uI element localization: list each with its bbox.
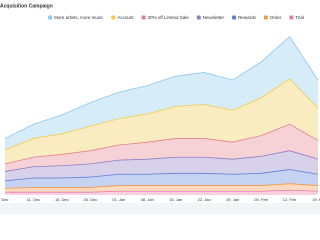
legend-swatch [232, 15, 237, 20]
legend-label: Trial [295, 15, 304, 20]
legend-label: Rewards [238, 15, 257, 20]
legend-label: Account [117, 15, 134, 20]
x-tick-label: 29. Jan [226, 197, 239, 202]
legend-label: More artists, more music [54, 15, 104, 20]
x-tick-label: 01. Jan [112, 197, 125, 202]
area-line [4, 183, 319, 189]
area-line [5, 189, 319, 193]
x-tick-label: 08. Jan [141, 197, 154, 202]
x-tick-label: 22. Jan [198, 197, 211, 202]
x-tick-label: 05. Feb [254, 197, 268, 202]
area-line [4, 169, 319, 182]
x-tick-label: 12. Feb [283, 197, 297, 202]
legend-swatch [289, 15, 294, 20]
legend-swatch [111, 15, 116, 20]
page: {"chart_data": {"type": "stacked-area", … [0, 3, 320, 214]
area-fill [5, 79, 318, 164]
area-fill [5, 124, 318, 172]
x-tick-label: 25. Dec [83, 197, 97, 202]
area-fill [5, 150, 318, 181]
x-tick-label: 19. Fe [312, 197, 320, 202]
x-tick-label: Dec [1, 197, 8, 202]
area-line [4, 150, 319, 172]
area-fill [5, 36, 318, 150]
x-tick-label: 11. Dec [27, 197, 41, 202]
legend-swatch [48, 15, 53, 20]
area-line [4, 123, 319, 165]
chart-title: Acquisition Campaign [0, 3, 53, 9]
legend-swatch [263, 15, 268, 20]
x-tick-label: 18. Dec [55, 197, 69, 202]
legend-label: Order [270, 15, 282, 20]
chart: Acquisition Campaign Dec 11. Dec 18. Dec 25… [0, 3, 320, 214]
area-line [4, 78, 319, 151]
navigator [0, 203, 320, 214]
legend-swatch [196, 15, 201, 20]
legend-label: Newsletter [203, 15, 225, 20]
legend: More artists, more music Account 30% off L… [48, 15, 304, 20]
legend-label: 30% off Limited Sale [148, 15, 190, 20]
area-line [4, 35, 319, 139]
legend-swatch [141, 15, 146, 20]
x-tick-label: 15. Jan [169, 197, 182, 202]
